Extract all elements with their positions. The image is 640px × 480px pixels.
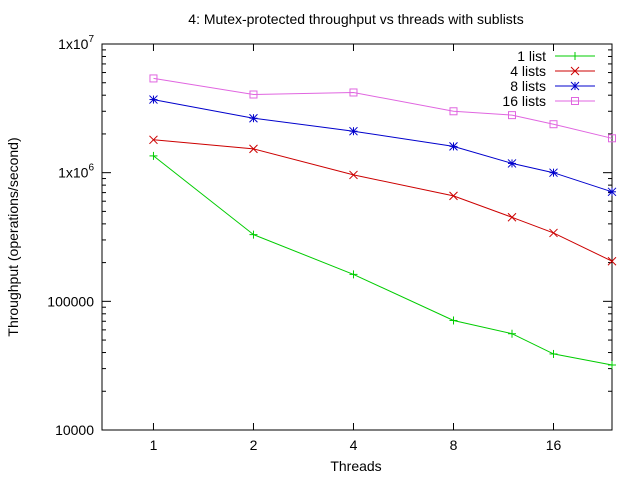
data-point bbox=[349, 126, 358, 136]
data-point bbox=[549, 168, 558, 178]
series-8-lists bbox=[149, 95, 617, 197]
data-point bbox=[570, 66, 580, 76]
data-point bbox=[570, 81, 580, 91]
y-axis-label: Throughput (operations/second) bbox=[5, 137, 21, 336]
data-point bbox=[571, 97, 579, 105]
data-point bbox=[608, 134, 616, 143]
data-point bbox=[249, 113, 258, 123]
x-axis-label: Threads bbox=[330, 458, 381, 474]
y-tick-label: 100000 bbox=[47, 293, 94, 309]
x-tick-label: 16 bbox=[546, 437, 562, 453]
y-tick-label: 1x106 bbox=[58, 163, 94, 181]
data-point bbox=[149, 95, 158, 104]
data-point bbox=[449, 142, 458, 151]
series-16-lists bbox=[149, 74, 616, 143]
legend-label: 1 list bbox=[517, 48, 546, 64]
axis-ticks: 1 2 4 8 16 10000 100000 1x106 1x107 bbox=[47, 34, 612, 453]
series-line bbox=[153, 155, 613, 366]
x-tick-label: 2 bbox=[250, 437, 258, 453]
x-tick-label: 1 bbox=[150, 437, 158, 453]
data-point bbox=[549, 120, 558, 129]
legend-label: 8 lists bbox=[510, 78, 546, 94]
data-point bbox=[449, 191, 458, 201]
data-point bbox=[607, 256, 617, 266]
data-point bbox=[349, 170, 358, 180]
data-point bbox=[149, 135, 158, 145]
series-4-lists bbox=[149, 135, 617, 266]
data-point bbox=[549, 228, 558, 238]
series-1-list bbox=[149, 151, 616, 370]
legend-label: 16 lists bbox=[502, 93, 546, 109]
legend-label: 4 lists bbox=[510, 63, 546, 79]
data-point bbox=[449, 107, 458, 116]
data-point bbox=[149, 74, 158, 83]
data-point bbox=[249, 90, 258, 99]
data-point bbox=[349, 88, 358, 97]
data-point bbox=[507, 159, 517, 168]
series-group bbox=[149, 74, 617, 370]
x-tick-label: 8 bbox=[450, 437, 458, 453]
series-line bbox=[153, 139, 613, 262]
data-point bbox=[507, 111, 516, 120]
data-point bbox=[607, 187, 617, 197]
y-tick-label: 10000 bbox=[55, 422, 94, 438]
data-point bbox=[507, 212, 517, 222]
data-point bbox=[249, 144, 258, 154]
x-tick-label: 4 bbox=[350, 437, 358, 453]
chart-title: 4: Mutex-protected throughput vs threads… bbox=[188, 11, 523, 27]
series-line bbox=[153, 77, 613, 139]
y-tick-label: 1x107 bbox=[58, 34, 94, 52]
plot-area-frame bbox=[101, 43, 613, 431]
